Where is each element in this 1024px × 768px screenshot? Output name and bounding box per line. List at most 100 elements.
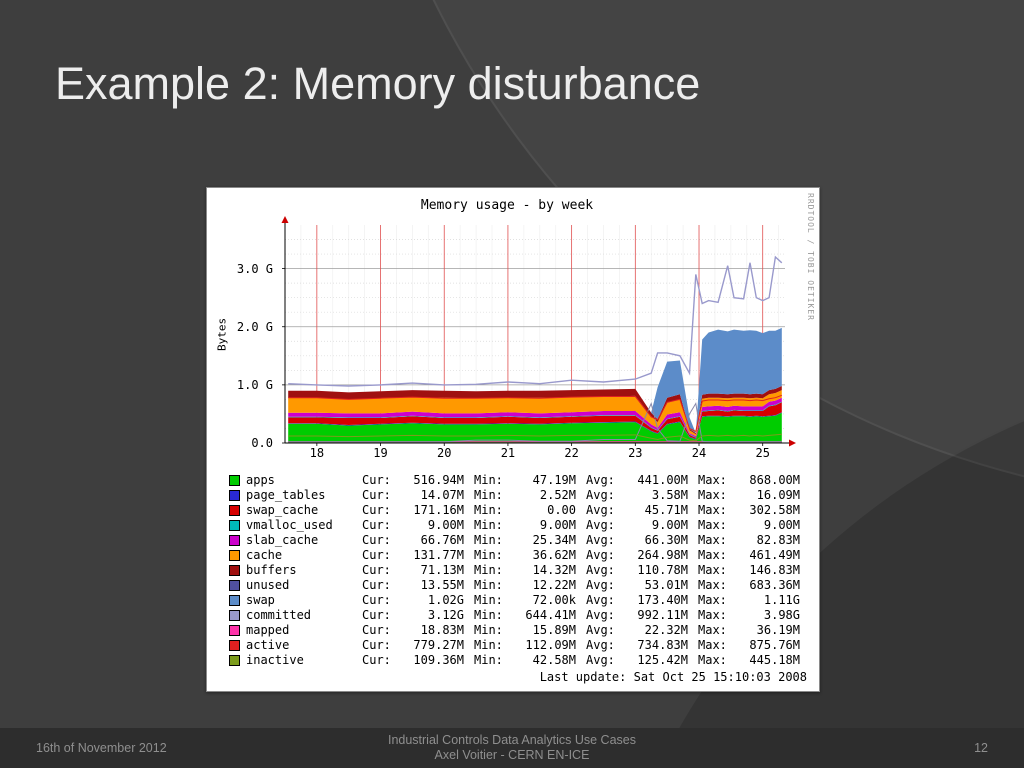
legend-stat-label: Cur:: [362, 473, 391, 487]
x-tick-label: 22: [564, 446, 579, 460]
legend-series-name: inactive: [246, 653, 304, 667]
legend-stat-label: Cur:: [362, 518, 391, 532]
legend-stat-label: Avg:: [586, 488, 615, 502]
legend-stat-value: 779.27M: [413, 638, 464, 652]
line-unused: [288, 401, 782, 443]
legend-series-name: page_tables: [246, 488, 326, 502]
area-buffers: [288, 386, 782, 435]
memory-graph-panel: Memory usage - by week RRDTOOL / TOBI OE…: [206, 187, 820, 692]
legend-stat-label: Max:: [698, 488, 727, 502]
legend-stat-label: Max:: [698, 623, 727, 637]
legend-swatch: [229, 550, 240, 561]
legend-series-name: vmalloc_used: [246, 518, 333, 532]
legend-stat-value: 302.58M: [749, 503, 800, 517]
legend-stat-label: Cur:: [362, 638, 391, 652]
legend-stat-value: 15.89M: [532, 623, 576, 637]
legend-row-buffers: buffers Cur: 71.13M Min: 14.32M Avg: 110.78M Ma…: [229, 563, 807, 578]
legend-swatch: [229, 655, 240, 666]
legend-swatch: [229, 490, 240, 501]
legend-stat-value: 112.09M: [525, 638, 576, 652]
legend-stat-label: Max:: [698, 578, 727, 592]
legend-stat-value: 2.52M: [539, 488, 576, 502]
legend-stat-label: Cur:: [362, 548, 391, 562]
legend-stat-label: Avg:: [586, 623, 615, 637]
legend-swatch: [229, 610, 240, 621]
legend-row-swap_cache: swap_cache Cur: 171.16M Min: 0.00 Avg: 45.71M M…: [229, 503, 807, 518]
footer-center: Industrial Controls Data Analytics Use C…: [300, 733, 723, 763]
line-inactive: [288, 433, 782, 442]
legend-series-name: cache: [246, 548, 283, 562]
legend-swatch: [229, 535, 240, 546]
legend-stat-value: 14.07M: [420, 488, 464, 502]
y-tick-label: 1.0 G: [236, 377, 273, 392]
legend-row-swap: swap Cur: 1.02G Min: 72.00k Avg: 173.40M Max: 1.…: [229, 593, 807, 608]
legend-stat-label: Min:: [474, 488, 503, 502]
legend-stat-value: 12.22M: [532, 578, 576, 592]
legend-stat-label: Min:: [474, 503, 503, 517]
legend-stat-value: 18.83M: [420, 623, 464, 637]
legend-row-mapped: mapped Cur: 18.83M Min: 15.89M Avg: 22.32M Max:…: [229, 623, 807, 638]
chart-lines: [288, 255, 783, 443]
legend-stat-label: Min:: [474, 548, 503, 562]
legend-swatch: [229, 520, 240, 531]
legend-series-name: apps: [246, 473, 275, 487]
legend-stat-label: Cur:: [362, 623, 391, 637]
legend-row-vmalloc_used: vmalloc_used Cur: 9.00M Min: 9.00M Avg: 9.00M M…: [229, 518, 807, 533]
legend-stat-value: 9.00M: [763, 518, 800, 532]
legend-stat-value: 173.40M: [637, 593, 688, 607]
legend-stat-value: 110.78M: [637, 563, 688, 577]
legend-stat-label: Min:: [474, 653, 503, 667]
legend-stat-value: 1.02G: [427, 593, 464, 607]
legend-stat-label: Cur:: [362, 593, 391, 607]
legend-stat-value: 36.19M: [756, 623, 800, 637]
y-tick-label: 0.0: [251, 436, 273, 450]
legend-row-active: active Cur: 779.27M Min: 112.09M Avg: 734.83M M…: [229, 638, 807, 653]
legend-stat-label: Avg:: [586, 563, 615, 577]
area-cache: [288, 390, 782, 436]
footer-date: 16th of November 2012: [36, 741, 167, 755]
legend-stat-label: Min:: [474, 608, 503, 622]
legend-stat-label: Avg:: [586, 608, 615, 622]
legend-stat-label: Avg:: [586, 593, 615, 607]
legend-stat-label: Min:: [474, 623, 503, 637]
legend-series-name: unused: [246, 578, 290, 592]
slide-title: Example 2: Memory disturbance: [55, 58, 701, 109]
legend-stat-value: 461.49M: [749, 548, 800, 562]
legend-row-page_tables: page_tables Cur: 14.07M Min: 2.52M Avg: 3.58M M…: [229, 488, 807, 503]
legend-stat-label: Min:: [474, 518, 503, 532]
legend-row-inactive: inactive Cur: 109.36M Min: 42.58M Avg: 125.42M…: [229, 653, 807, 668]
legend-stat-label: Max:: [698, 548, 727, 562]
x-tick-label: 18: [309, 446, 325, 460]
legend-stat-value: 72.00k: [532, 593, 576, 607]
legend-stat-label: Avg:: [586, 533, 615, 547]
legend-stat-value: 71.13M: [420, 563, 464, 577]
legend-stat-label: Avg:: [586, 578, 615, 592]
footer-center-line2: Axel Voitier - CERN EN-ICE: [434, 748, 590, 762]
area-slab_cache: [288, 397, 782, 438]
legend-swatch: [229, 625, 240, 636]
graph-title: Memory usage - by week: [420, 198, 594, 213]
legend-swatch: [229, 580, 240, 591]
x-tick-label: 24: [691, 446, 707, 460]
legend-stat-value: 42.58M: [532, 653, 576, 667]
legend-stat-label: Min:: [474, 593, 503, 607]
legend-stat-value: 9.00M: [539, 518, 576, 532]
legend-stat-label: Avg:: [586, 473, 615, 487]
legend-stat-label: Max:: [698, 563, 727, 577]
legend-stat-label: Max:: [698, 653, 727, 667]
legend-swatch: [229, 505, 240, 516]
legend-stat-label: Cur:: [362, 608, 391, 622]
chart-legend: apps Cur: 516.94M Min: 47.19M Avg: 441.00M Max:…: [229, 473, 807, 668]
legend-stat-value: 146.83M: [749, 563, 800, 577]
legend-stat-label: Max:: [698, 638, 727, 652]
area-swap: [288, 327, 782, 434]
legend-stat-label: Min:: [474, 533, 503, 547]
legend-stat-label: Cur:: [362, 503, 391, 517]
legend-series-name: mapped: [246, 623, 290, 637]
legend-series-name: slab_cache: [246, 533, 319, 547]
legend-row-committed: committed Cur: 3.12G Min: 644.41M Avg: 992.11M…: [229, 608, 807, 623]
x-tick-label: 23: [628, 446, 643, 460]
legend-swatch: [229, 640, 240, 651]
legend-stat-value: 82.83M: [756, 533, 800, 547]
